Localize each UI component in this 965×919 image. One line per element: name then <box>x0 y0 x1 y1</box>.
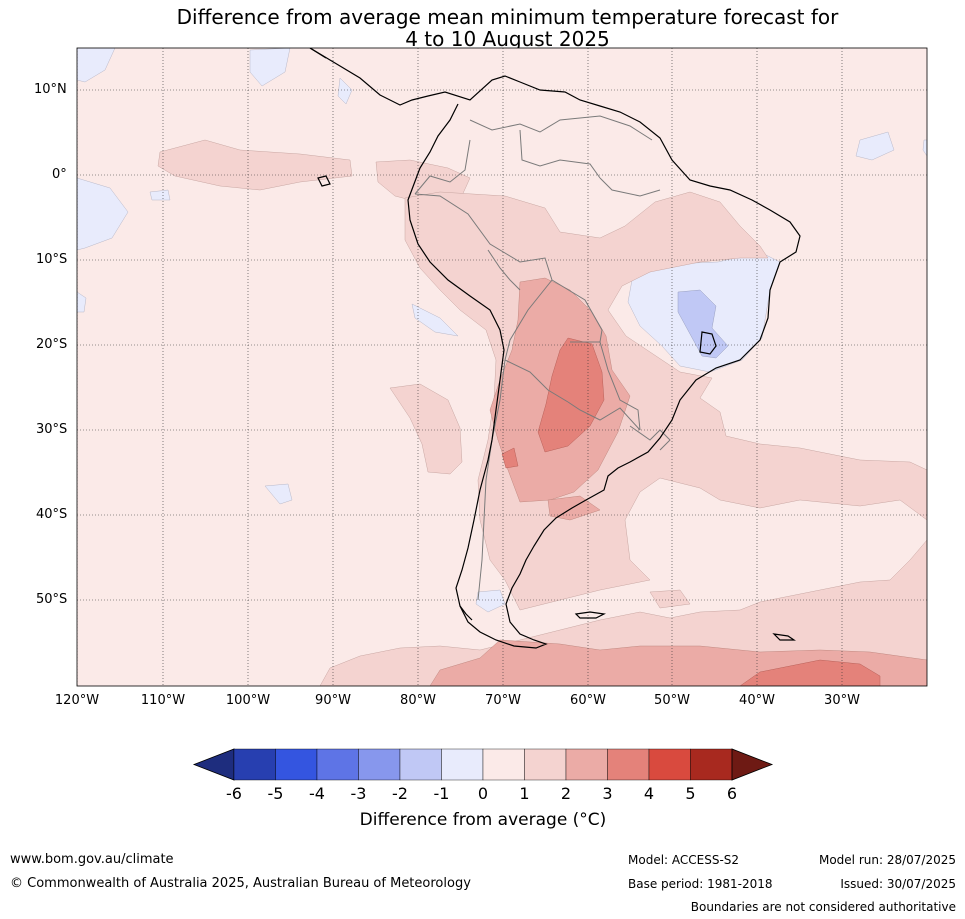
footer-issued: Issued: 30/07/2025 <box>840 877 956 891</box>
colorbar-tick-label: 6 <box>726 784 738 803</box>
lat-label-10s: 10°S <box>36 252 68 267</box>
lon-label-30w: 30°W <box>824 693 860 708</box>
colorbar-swatch <box>648 748 691 781</box>
colorbar-tick-label: -5 <box>267 784 284 803</box>
map-frame <box>76 47 928 687</box>
colorbar-swatch <box>565 748 608 781</box>
colorbar-swatch <box>399 748 442 781</box>
colorbar-tick-label: -3 <box>350 784 367 803</box>
lat-label-0: 0° <box>52 167 67 182</box>
colorbar-tick-label: -6 <box>226 784 242 803</box>
colorbar-swatch <box>690 748 733 781</box>
lat-label-50s: 50°S <box>36 592 68 607</box>
lat-label-20s: 20°S <box>36 337 68 352</box>
colorbar-tick-label: -1 <box>433 784 450 803</box>
lon-label-80w: 80°W <box>400 693 436 708</box>
footer-website: www.bom.gov.au/climate <box>10 852 174 867</box>
colorbar-tick-label: 3 <box>602 784 613 803</box>
lon-label-70w: 70°W <box>485 693 521 708</box>
colorbar-arrow-high <box>731 748 774 781</box>
colorbar-tick-label: 5 <box>685 784 696 803</box>
lon-label-120w: 120°W <box>54 693 100 708</box>
lon-label-110w: 110°W <box>140 693 186 708</box>
colorbar-tick-label: -2 <box>392 784 408 803</box>
footer-disclaimer: Boundaries are not considered authoritat… <box>690 900 956 914</box>
colorbar-tick-label: 4 <box>643 784 655 803</box>
graticule <box>77 48 927 686</box>
map-title-line2: 4 to 10 August 2025 <box>405 27 610 51</box>
strong-cool-patch <box>677 289 729 359</box>
lon-label-50w: 50°W <box>654 693 690 708</box>
country-borders <box>414 115 671 601</box>
colorbar-tick-label: 2 <box>560 784 572 803</box>
footer-model: Model: ACCESS-S2 <box>628 853 740 867</box>
lon-label-100w: 100°W <box>225 693 271 708</box>
colorbar-tick-label: 1 <box>519 784 530 803</box>
footer-model-run: Model run: 28/07/2025 <box>818 853 956 867</box>
colorbar-swatch <box>607 748 650 781</box>
warm-3-4-patches <box>501 337 881 686</box>
lon-label-90w: 90°W <box>315 693 351 708</box>
colorbar-tick-label: -4 <box>309 784 325 803</box>
footer-copyright: © Commonwealth of Australia 2025, Austra… <box>10 876 471 891</box>
colorbar-label: Difference from average (°C) <box>359 810 607 830</box>
colorbar-arrow-low <box>192 748 235 781</box>
colorbar-swatch <box>316 748 359 781</box>
anomaly-map <box>76 47 928 687</box>
colorbar-tick-label: 0 <box>477 784 489 803</box>
lat-label-30s: 30°S <box>36 422 68 437</box>
colorbar-swatch <box>233 748 276 781</box>
colorbar-swatch <box>524 748 567 781</box>
colorbar-swatch <box>358 748 401 781</box>
cool-anomaly-patches <box>77 48 927 613</box>
lat-label-40s: 40°S <box>36 507 68 522</box>
lat-label-10n: 10°N <box>34 82 67 97</box>
coastline <box>309 48 801 649</box>
colorbar-swatch <box>482 748 525 781</box>
lon-label-60w: 60°W <box>570 693 606 708</box>
colorbar-swatch <box>441 748 484 781</box>
lon-label-40w: 40°W <box>739 693 775 708</box>
map-title-line1: Difference from average mean minimum tem… <box>176 5 839 29</box>
footer-base-period: Base period: 1981-2018 <box>628 877 773 891</box>
colorbar-swatch <box>275 748 318 781</box>
